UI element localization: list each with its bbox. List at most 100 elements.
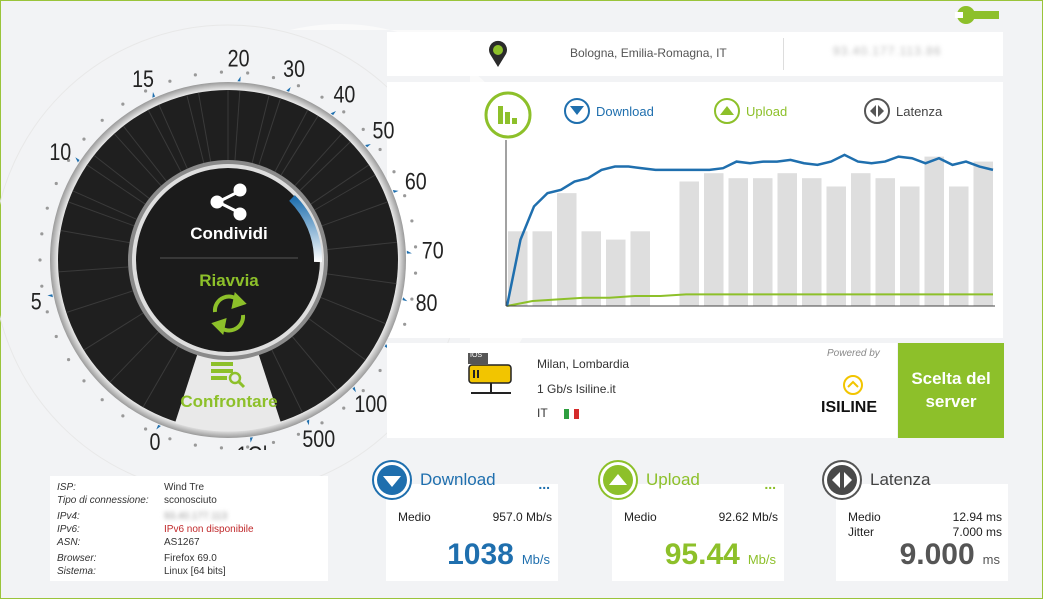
speed-gauge: 05101520304050607080901005001Gb — [31, 44, 444, 450]
download-series-line — [505, 153, 994, 307]
gauge-tick — [330, 110, 336, 116]
wrench-icon[interactable] — [955, 4, 999, 26]
gauge-dot — [82, 379, 86, 383]
ip-address: 93.40.177.113.86 — [833, 44, 942, 58]
gauge-dot — [54, 181, 58, 186]
gauge-dot — [246, 71, 250, 75]
gauge-tick — [237, 76, 241, 82]
download-value: 1038 — [447, 538, 514, 571]
share-button[interactable]: Condividi — [190, 224, 268, 243]
gauge-dot — [168, 437, 172, 441]
chart-bar — [900, 186, 920, 306]
chart-panel: Download Upload Latenza — [387, 82, 1003, 338]
chart-bar — [949, 186, 969, 306]
latency-card: Latenza Medio 12.94 ms Jitter 7.000 ms 9.0… — [822, 460, 1008, 581]
avg-value: 12.94 ms — [952, 510, 1002, 524]
compare-button[interactable]: Confrontare — [180, 392, 278, 411]
upload-value-block: 95.44 Mb/s — [612, 538, 776, 572]
upload-series-line — [506, 293, 993, 307]
gauge-scale-label: 20 — [228, 44, 250, 71]
legend-upload[interactable]: Upload — [714, 98, 787, 124]
download-card-title: Download — [420, 470, 496, 489]
download-more-button[interactable]: ... — [538, 476, 550, 492]
upload-card-header: Upload — [598, 460, 700, 500]
gauge-dot — [296, 432, 301, 436]
legend-latency[interactable]: Latenza — [864, 98, 942, 124]
latency-card-header: Latenza — [822, 460, 931, 500]
gauge-tick — [406, 250, 412, 254]
avg-label: Medio — [398, 510, 431, 524]
gauge-dot — [143, 427, 148, 431]
gauge-dot — [378, 147, 382, 152]
download-unit: Mb/s — [521, 552, 550, 567]
avg-value: 957.0 Mb/s — [492, 510, 552, 524]
gauge-scale-label: 15 — [132, 65, 154, 92]
server-provider: 1 Gb/s Isiline.it — [537, 382, 616, 396]
share-icon[interactable] — [210, 183, 247, 221]
gauge-dot — [320, 95, 324, 99]
progress-arc — [289, 195, 323, 263]
upload-card-title: Upload — [646, 470, 700, 489]
info-key: Sistema: — [57, 566, 96, 577]
chart-bar — [851, 173, 871, 306]
gauge-scale-label: 70 — [422, 236, 444, 263]
avg-label: Medio — [624, 510, 657, 524]
connection-info-panel: ISP: Wind Tre Tipo di connessione: sconosc… — [50, 476, 328, 581]
gauge-dot — [219, 446, 224, 450]
info-value: AS1267 — [164, 537, 200, 548]
download-card: Download ... Medio 957.0 Mb/s 1038 Mb/s — [372, 460, 558, 581]
gauge-scale-label: 60 — [405, 167, 427, 194]
download-icon — [564, 98, 590, 124]
gauge-dot — [219, 70, 224, 74]
download-arrow-icon — [372, 460, 412, 500]
gauge-dot — [296, 84, 301, 88]
gauge-dot — [45, 206, 49, 210]
info-value: IPv6 non disponibile — [164, 524, 254, 535]
gauge-tick — [392, 190, 399, 193]
location-bar: Bologna, Emilia-Romagna, IT 93.40.177.11… — [387, 32, 1003, 76]
legend-download[interactable]: Download — [564, 98, 654, 124]
info-key: IPv6: — [57, 524, 80, 535]
restart-button[interactable]: Riavvia — [199, 271, 259, 290]
upload-icon — [714, 98, 740, 124]
restart-icon[interactable] — [211, 291, 247, 336]
chart-bar — [532, 231, 552, 306]
info-value: sconosciuto — [164, 495, 217, 506]
chart-bar — [606, 239, 626, 306]
gauge-dot — [193, 443, 197, 447]
upload-avg-row: Medio 92.62 Mb/s — [624, 510, 778, 524]
info-row-system: Sistema: Linux [64 bits] — [57, 566, 327, 577]
latency-arrows-icon — [822, 460, 862, 500]
gauge-dot — [342, 406, 346, 410]
gauge-scale-label: 50 — [373, 117, 395, 144]
upload-card: Upload ... Medio 92.62 Mb/s 95.44 Mb/s — [598, 460, 784, 581]
info-row-ipv4: IPv4: 93.40.177.113 — [57, 511, 327, 522]
latency-value-block: 9.000 ms — [836, 538, 1000, 572]
upload-more-button[interactable]: ... — [764, 476, 776, 492]
compare-icon[interactable] — [211, 362, 246, 389]
gauge-scale-label: 80 — [416, 289, 438, 316]
chart-bar — [924, 156, 944, 306]
isiline-logo-icon — [843, 375, 863, 395]
server-icon — [468, 353, 512, 394]
gauge-tick — [47, 294, 53, 298]
chart-bar — [973, 161, 993, 306]
gauge-tick — [156, 424, 161, 430]
jitter-value: 7.000 ms — [952, 525, 1002, 539]
choose-server-button[interactable]: Scelta del server — [898, 343, 1004, 438]
gauge-tick — [352, 386, 356, 393]
gauge-dot — [66, 358, 71, 362]
latency-value: 9.000 — [899, 538, 975, 571]
chart-bar — [508, 231, 528, 306]
upload-unit: Mb/s — [747, 552, 776, 567]
chart-bar — [679, 181, 699, 306]
info-value: 93.40.177.113 — [164, 511, 228, 522]
gauge-tick — [75, 157, 80, 163]
gauge-dot — [121, 414, 125, 418]
gauge-dot — [54, 334, 58, 339]
latency-card-title: Latenza — [870, 470, 931, 489]
jitter-label: Jitter — [848, 525, 875, 539]
info-row-browser: Browser: Firefox 69.0 — [57, 553, 327, 564]
gauge-dot — [361, 127, 365, 132]
choose-server-label-1: Scelta del — [911, 369, 991, 389]
